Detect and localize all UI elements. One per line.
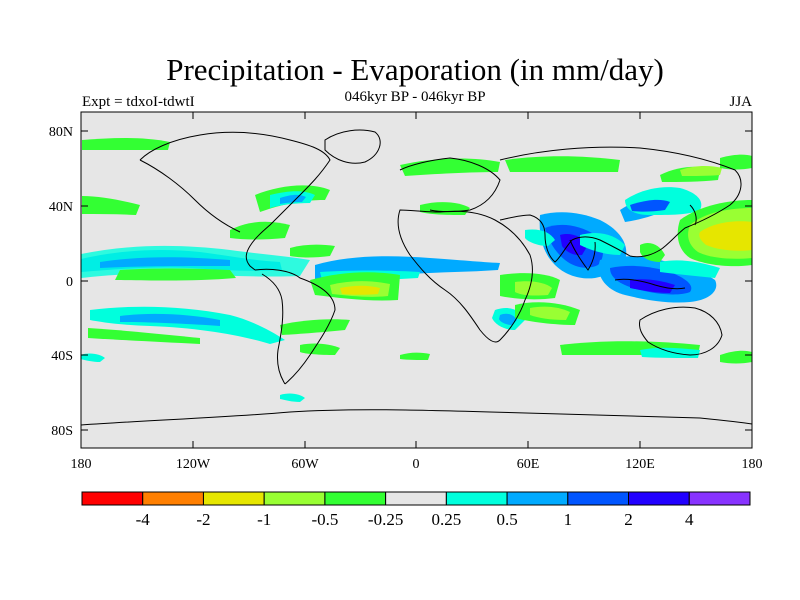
colorbar-label: 1	[564, 510, 573, 529]
lat-label-0: 0	[66, 275, 73, 290]
lon-label-0: 0	[413, 457, 420, 472]
lon-tick-marks	[80, 112, 753, 448]
plot-subtitle: 046kyr BP - 046kyr BP	[344, 89, 486, 105]
colorbar: -4 -2 -1 -0.5 -0.25 0.25 0.5 1 2 4	[81, 491, 751, 529]
colorbar-swatch	[263, 491, 326, 506]
lon-label-180e: 180	[742, 457, 763, 472]
colorbar-label: -1	[257, 510, 271, 529]
experiment-label: Expt = tdxoI-tdwtI	[82, 94, 195, 110]
colorbar-swatch	[142, 491, 204, 506]
season-label: JJA	[729, 94, 752, 110]
lon-label-60w: 60W	[291, 457, 319, 472]
colorbar-label: 2	[624, 510, 633, 529]
colorbar-label: 0.25	[431, 510, 461, 529]
colorbar-swatch	[628, 491, 690, 506]
lon-label-180w: 180	[71, 457, 92, 472]
lat-label-40n: 40N	[49, 200, 73, 215]
coastlines	[81, 129, 752, 426]
colorbar-swatch	[567, 491, 630, 506]
colorbar-label: 0.5	[496, 510, 517, 529]
colorbar-label: -0.5	[311, 510, 338, 529]
colorbar-swatch	[506, 491, 569, 506]
colorbar-swatch	[385, 491, 447, 506]
colorbar-swatch	[688, 491, 751, 506]
colorbar-swatch	[202, 491, 265, 506]
colorbar-swatch	[81, 491, 144, 506]
lon-label-60e: 60E	[517, 457, 540, 472]
colorbar-label: -2	[196, 510, 210, 529]
lat-label-80s: 80S	[51, 424, 73, 439]
colorbar-label: 4	[685, 510, 694, 529]
colorbar-swatch	[445, 491, 508, 506]
lat-label-80n: 80N	[49, 125, 73, 140]
precipitation-field	[81, 138, 752, 402]
lon-label-120e: 120E	[625, 457, 655, 472]
lat-tick-marks	[81, 130, 752, 431]
lon-label-120w: 120W	[176, 457, 211, 472]
plot-title: Precipitation - Evaporation (in mm/day)	[166, 52, 664, 87]
colorbar-swatch	[324, 491, 387, 506]
colorbar-label: -0.25	[368, 510, 403, 529]
colorbar-label: -4	[136, 510, 151, 529]
lat-label-40s: 40S	[51, 349, 73, 364]
